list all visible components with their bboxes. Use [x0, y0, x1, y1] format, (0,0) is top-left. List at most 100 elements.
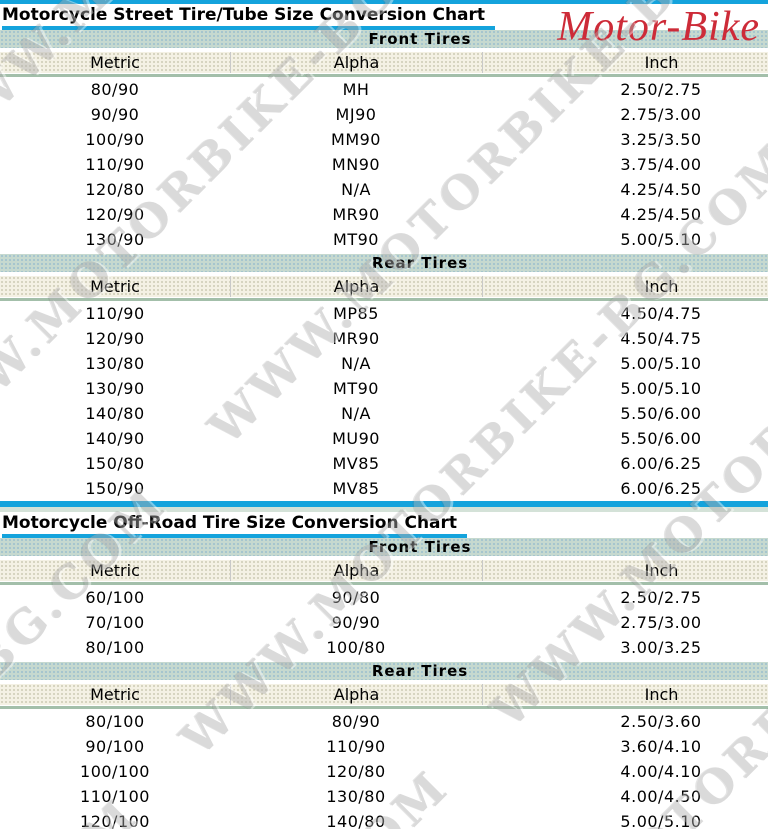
table-cell: 3.25/3.50: [620, 130, 702, 149]
column-header: Inch: [482, 52, 768, 73]
table-row: 100/100 120/80 4.00/4.10: [0, 759, 768, 784]
header-underline-bar: [0, 298, 768, 301]
table-cell: 90/90: [90, 105, 140, 124]
table-cell: 2.75/3.00: [620, 105, 702, 124]
tire-section: Front Tires Metric Alpha Inch 80/90 MH 2.50/2.…: [0, 30, 768, 252]
table-cell: 100/100: [80, 762, 150, 781]
table-cell: 80/90: [90, 80, 140, 99]
table-cell: MT90: [333, 379, 379, 398]
column-header: Inch: [482, 684, 768, 705]
table-row: 120/90 MR90 4.50/4.75: [0, 326, 768, 351]
table-cell: 4.00/4.10: [620, 762, 702, 781]
table-cell: N/A: [341, 404, 371, 423]
offroad-chart-title: Motorcycle Off-Road Tire Size Conversion…: [0, 512, 768, 538]
table-row: 110/90 MN90 3.75/4.00: [0, 152, 768, 177]
table-row: 140/90 MU90 5.50/6.00: [0, 426, 768, 451]
table-cell: 2.50/2.75: [620, 588, 702, 607]
table-row: 110/100 130/80 4.00/4.50: [0, 784, 768, 809]
table-cell: 90/100: [85, 737, 145, 756]
table-cell: 110/90: [85, 155, 145, 174]
table-cell: 130/90: [85, 230, 145, 249]
table-cell: N/A: [341, 180, 371, 199]
table-row: 120/100 140/80 5.00/5.10: [0, 809, 768, 829]
table-cell: 90/90: [331, 613, 381, 632]
column-header: Alpha: [230, 52, 482, 73]
section-header: Front Tires: [0, 538, 768, 556]
table-row: 130/80 N/A 5.00/5.10: [0, 351, 768, 376]
table-cell: 100/80: [326, 638, 386, 657]
table-cell: 70/100: [85, 613, 145, 632]
table-cell: 4.50/4.75: [620, 329, 702, 348]
table-cell: 120/90: [85, 205, 145, 224]
table-cell: 150/90: [85, 479, 145, 498]
table-cell: 120/90: [85, 329, 145, 348]
table-cell: 110/100: [80, 787, 150, 806]
table-cell: 140/80: [85, 404, 145, 423]
column-header-row: Metric Alpha Inch: [0, 276, 768, 297]
table-cell: MN90: [331, 155, 381, 174]
header-underline-bar: [0, 582, 768, 585]
table-cell: 5.00/5.10: [620, 354, 702, 373]
table-cell: 4.00/4.50: [620, 787, 702, 806]
table-cell: 3.60/4.10: [620, 737, 702, 756]
table-cell: 120/80: [326, 762, 386, 781]
section-header: Rear Tires: [0, 662, 768, 680]
table-cell: MR90: [332, 205, 380, 224]
table-cell: 5.50/6.00: [620, 404, 702, 423]
table-cell: MU90: [332, 429, 380, 448]
table-cell: 90/80: [331, 588, 381, 607]
table-cell: N/A: [341, 354, 371, 373]
table-cell: 80/100: [85, 638, 145, 657]
table-cell: 2.75/3.00: [620, 613, 702, 632]
column-header: Metric: [90, 685, 140, 704]
table-cell: 120/100: [80, 812, 150, 829]
column-header: Metric: [90, 53, 140, 72]
table-cell: MH: [342, 80, 370, 99]
table-cell: 140/90: [85, 429, 145, 448]
table-row: 150/90 MV85 6.00/6.25: [0, 476, 768, 501]
table-cell: MV85: [332, 454, 380, 473]
table-cell: 3.00/3.25: [620, 638, 702, 657]
street-chart-title: Motorcycle Street Tire/Tube Size Convers…: [0, 4, 768, 30]
header-underline-bar: [0, 706, 768, 709]
table-cell: 80/90: [331, 712, 381, 731]
table-cell: 6.00/6.25: [620, 454, 702, 473]
table-cell: MJ90: [335, 105, 377, 124]
table-row: 60/100 90/80 2.50/2.75: [0, 585, 768, 610]
tire-section: Rear Tires Metric Alpha Inch 80/100 80/90 2.50…: [0, 662, 768, 829]
table-row: 70/100 90/90 2.75/3.00: [0, 610, 768, 635]
table-row: 90/90 MJ90 2.75/3.00: [0, 102, 768, 127]
column-header: Alpha: [230, 276, 482, 297]
table-cell: 6.00/6.25: [620, 479, 702, 498]
table-row: 110/90 MP85 4.50/4.75: [0, 301, 768, 326]
divider-green-strip: [0, 507, 768, 512]
table-cell: MP85: [333, 304, 379, 323]
column-header: Metric: [90, 561, 140, 580]
column-header-row: Metric Alpha Inch: [0, 560, 768, 581]
table-cell: 110/90: [85, 304, 145, 323]
chart-divider-bar: [0, 501, 768, 507]
table-cell: 2.50/3.60: [620, 712, 702, 731]
offroad-chart-title-text: Motorcycle Off-Road Tire Size Conversion…: [2, 513, 468, 538]
table-cell: 5.00/5.10: [620, 379, 702, 398]
table-cell: 130/90: [85, 379, 145, 398]
table-cell: 100/90: [85, 130, 145, 149]
table-cell: 130/80: [326, 787, 386, 806]
table-cell: MV85: [332, 479, 380, 498]
table-row: 120/80 N/A 4.25/4.50: [0, 177, 768, 202]
table-row: 150/80 MV85 6.00/6.25: [0, 451, 768, 476]
table-row: 130/90 MT90 5.00/5.10: [0, 376, 768, 401]
tire-section: Front Tires Metric Alpha Inch 60/100 90/80 2.5…: [0, 538, 768, 660]
column-header: Metric: [90, 277, 140, 296]
column-header: Inch: [482, 560, 768, 581]
table-row: 90/100 110/90 3.60/4.10: [0, 734, 768, 759]
street-chart-table: Front Tires Metric Alpha Inch 80/90 MH 2.50/2.…: [0, 30, 768, 501]
table-cell: MR90: [332, 329, 380, 348]
table-cell: 4.25/4.50: [620, 180, 702, 199]
column-header: Alpha: [230, 560, 482, 581]
header-underline-bar: [0, 74, 768, 77]
table-row: 80/90 MH 2.50/2.75: [0, 77, 768, 102]
table-row: 80/100 100/80 3.00/3.25: [0, 635, 768, 660]
